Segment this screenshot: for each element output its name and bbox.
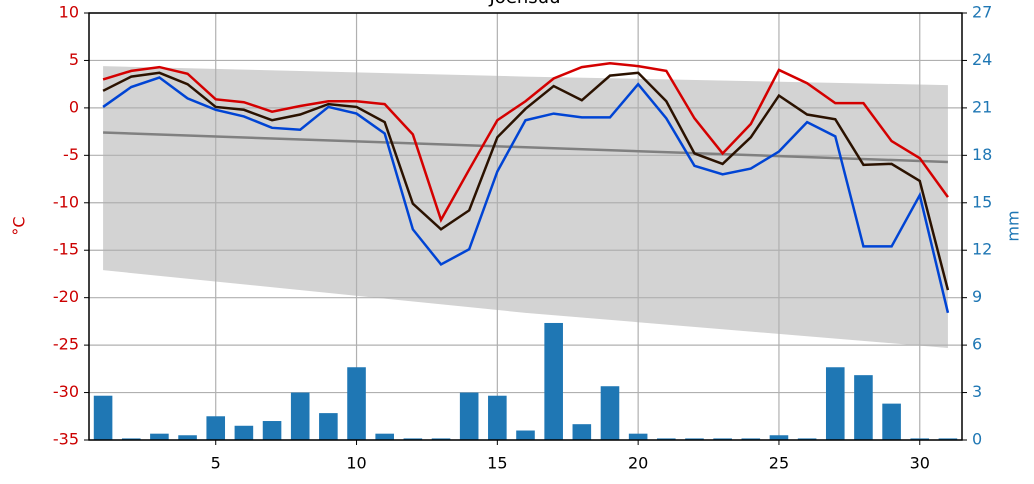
bar bbox=[825, 367, 845, 440]
x-tick-label: 20 bbox=[628, 454, 648, 473]
bar bbox=[910, 438, 930, 440]
x-tick-label: 15 bbox=[487, 454, 507, 473]
y-tick-label: -5 bbox=[63, 145, 79, 164]
bar bbox=[262, 421, 282, 440]
line bbox=[102, 76, 950, 314]
bar bbox=[459, 392, 479, 440]
y2-tick-label: 24 bbox=[972, 50, 992, 69]
y-tick-label: -30 bbox=[53, 382, 79, 401]
y-tick-label: -35 bbox=[53, 430, 79, 449]
bar bbox=[375, 433, 394, 440]
bar bbox=[882, 403, 901, 440]
y2-tick-label: 12 bbox=[972, 240, 992, 259]
y-tick-label: -25 bbox=[53, 335, 79, 354]
bar bbox=[516, 430, 535, 440]
y2-tick-label: 6 bbox=[972, 335, 982, 354]
bar bbox=[403, 438, 423, 440]
trend-line bbox=[103, 131, 948, 164]
bar bbox=[121, 438, 141, 440]
y2-tick-label: 21 bbox=[972, 97, 992, 116]
plot-frame bbox=[88, 12, 963, 441]
chart-title: Joensuu bbox=[489, 0, 561, 8]
x-tick-label: 10 bbox=[346, 454, 366, 473]
line bbox=[102, 71, 950, 291]
bar bbox=[628, 433, 648, 440]
bar bbox=[488, 395, 507, 440]
bar bbox=[234, 425, 254, 440]
bar bbox=[769, 435, 789, 440]
x-tick-label: 5 bbox=[211, 454, 221, 473]
y2-tick-label: 3 bbox=[972, 382, 982, 401]
bar bbox=[544, 322, 563, 440]
y2-tick-label: 0 bbox=[972, 430, 982, 449]
x-tick-label: 30 bbox=[910, 454, 930, 473]
bar bbox=[685, 438, 704, 440]
y2-axis-label: mm bbox=[1004, 210, 1023, 241]
range-band bbox=[103, 66, 948, 348]
y-tick-label: -20 bbox=[53, 287, 79, 306]
bar bbox=[150, 433, 169, 440]
bar bbox=[206, 416, 226, 440]
y-tick-label: 0 bbox=[69, 97, 79, 116]
bar bbox=[93, 395, 113, 440]
y2-tick-label: 27 bbox=[972, 3, 992, 22]
y-tick-label: 10 bbox=[59, 3, 79, 22]
y-tick-label: -10 bbox=[53, 192, 79, 211]
bar bbox=[797, 438, 817, 440]
y-axis-label: °C bbox=[10, 216, 29, 235]
y2-tick-label: 9 bbox=[972, 287, 982, 306]
bar bbox=[319, 413, 338, 440]
bar bbox=[600, 386, 620, 440]
bar bbox=[938, 438, 958, 440]
bar bbox=[713, 438, 732, 440]
y2-tick-label: 18 bbox=[972, 145, 992, 164]
bar bbox=[431, 438, 451, 440]
x-tick-label: 25 bbox=[769, 454, 789, 473]
bar bbox=[572, 424, 592, 440]
bar bbox=[657, 438, 676, 440]
bar bbox=[347, 367, 366, 440]
bar bbox=[178, 435, 197, 440]
bar bbox=[854, 375, 873, 440]
y-tick-label: -15 bbox=[53, 240, 79, 259]
bar bbox=[290, 392, 310, 440]
y-tick-label: 5 bbox=[69, 50, 79, 69]
line bbox=[102, 62, 949, 223]
y2-tick-label: 15 bbox=[972, 192, 992, 211]
bar bbox=[741, 438, 761, 440]
